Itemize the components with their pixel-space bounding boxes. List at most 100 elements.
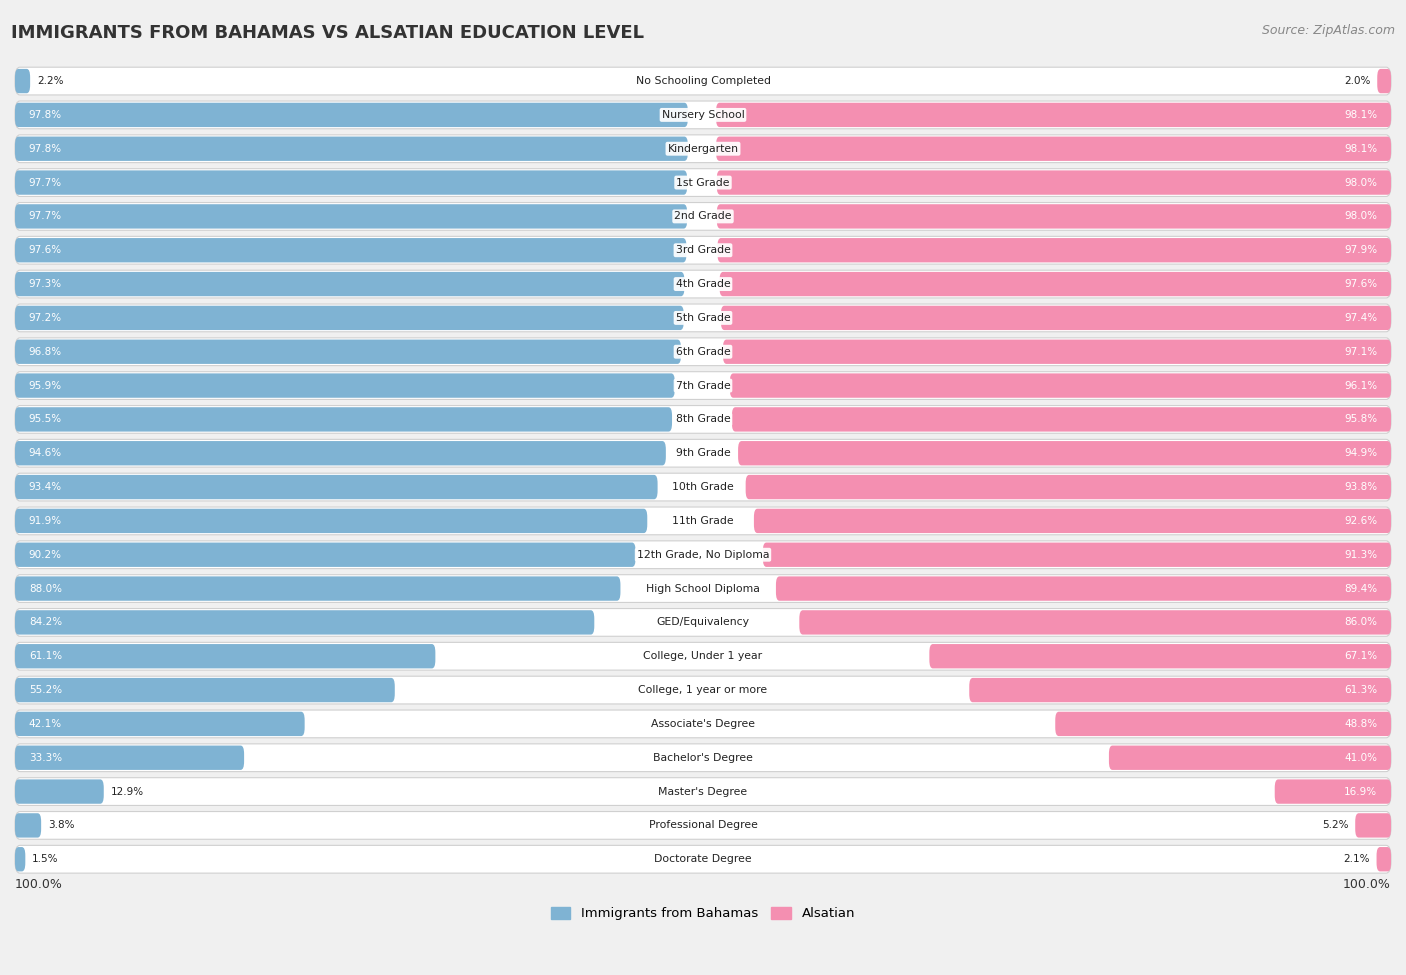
Text: 93.8%: 93.8% — [1344, 482, 1378, 492]
Text: Nursery School: Nursery School — [662, 110, 744, 120]
FancyBboxPatch shape — [717, 171, 1391, 195]
Text: 3.8%: 3.8% — [48, 820, 75, 831]
FancyBboxPatch shape — [754, 509, 1391, 533]
FancyBboxPatch shape — [15, 509, 647, 533]
FancyBboxPatch shape — [15, 847, 25, 872]
Text: 96.8%: 96.8% — [28, 347, 62, 357]
FancyBboxPatch shape — [15, 746, 245, 770]
Text: 95.5%: 95.5% — [28, 414, 62, 424]
FancyBboxPatch shape — [15, 678, 395, 702]
FancyBboxPatch shape — [15, 608, 1391, 637]
FancyBboxPatch shape — [716, 136, 1391, 161]
Text: 100.0%: 100.0% — [1343, 878, 1391, 891]
FancyBboxPatch shape — [15, 644, 436, 669]
FancyBboxPatch shape — [15, 813, 41, 838]
Legend: Immigrants from Bahamas, Alsatian: Immigrants from Bahamas, Alsatian — [546, 902, 860, 925]
FancyBboxPatch shape — [15, 69, 30, 94]
FancyBboxPatch shape — [15, 339, 681, 364]
FancyBboxPatch shape — [15, 136, 688, 161]
FancyBboxPatch shape — [15, 779, 104, 803]
Text: 95.8%: 95.8% — [1344, 414, 1378, 424]
FancyBboxPatch shape — [721, 306, 1391, 331]
Text: 100.0%: 100.0% — [15, 878, 63, 891]
Text: 48.8%: 48.8% — [1344, 719, 1378, 729]
FancyBboxPatch shape — [15, 406, 1391, 433]
Text: 97.4%: 97.4% — [1344, 313, 1378, 323]
FancyBboxPatch shape — [15, 171, 688, 195]
Text: 97.2%: 97.2% — [28, 313, 62, 323]
FancyBboxPatch shape — [15, 169, 1391, 196]
FancyBboxPatch shape — [1355, 813, 1391, 838]
Text: 89.4%: 89.4% — [1344, 584, 1378, 594]
Text: 97.1%: 97.1% — [1344, 347, 1378, 357]
FancyBboxPatch shape — [720, 272, 1391, 296]
Text: 97.7%: 97.7% — [28, 177, 62, 187]
Text: 33.3%: 33.3% — [28, 753, 62, 762]
Text: 8th Grade: 8th Grade — [676, 414, 730, 424]
FancyBboxPatch shape — [15, 306, 683, 331]
FancyBboxPatch shape — [15, 236, 1391, 264]
FancyBboxPatch shape — [15, 373, 675, 398]
FancyBboxPatch shape — [1056, 712, 1391, 736]
Text: 96.1%: 96.1% — [1344, 380, 1378, 391]
Text: 12.9%: 12.9% — [111, 787, 143, 797]
FancyBboxPatch shape — [15, 408, 672, 432]
Text: 6th Grade: 6th Grade — [676, 347, 730, 357]
Text: No Schooling Completed: No Schooling Completed — [636, 76, 770, 86]
FancyBboxPatch shape — [1376, 847, 1391, 872]
Text: 4th Grade: 4th Grade — [676, 279, 730, 289]
Text: Associate's Degree: Associate's Degree — [651, 719, 755, 729]
FancyBboxPatch shape — [745, 475, 1391, 499]
Text: 86.0%: 86.0% — [1344, 617, 1378, 627]
FancyBboxPatch shape — [730, 373, 1391, 398]
FancyBboxPatch shape — [15, 610, 595, 635]
Text: 5th Grade: 5th Grade — [676, 313, 730, 323]
Text: Bachelor's Degree: Bachelor's Degree — [652, 753, 754, 762]
FancyBboxPatch shape — [15, 203, 1391, 230]
Text: 2.1%: 2.1% — [1343, 854, 1369, 864]
Text: Master's Degree: Master's Degree — [658, 787, 748, 797]
Text: 94.6%: 94.6% — [28, 448, 62, 458]
Text: 97.3%: 97.3% — [28, 279, 62, 289]
Text: 67.1%: 67.1% — [1344, 651, 1378, 661]
FancyBboxPatch shape — [733, 408, 1391, 432]
FancyBboxPatch shape — [15, 475, 658, 499]
Text: 3rd Grade: 3rd Grade — [675, 246, 731, 255]
FancyBboxPatch shape — [763, 542, 1391, 566]
FancyBboxPatch shape — [15, 204, 688, 228]
Text: 97.8%: 97.8% — [28, 110, 62, 120]
FancyBboxPatch shape — [15, 135, 1391, 163]
FancyBboxPatch shape — [776, 576, 1391, 601]
Text: 7th Grade: 7th Grade — [676, 380, 730, 391]
FancyBboxPatch shape — [15, 710, 1391, 738]
Text: 42.1%: 42.1% — [28, 719, 62, 729]
Text: High School Diploma: High School Diploma — [647, 584, 759, 594]
Text: 98.1%: 98.1% — [1344, 143, 1378, 154]
FancyBboxPatch shape — [717, 238, 1391, 262]
Text: 84.2%: 84.2% — [28, 617, 62, 627]
Text: 92.6%: 92.6% — [1344, 516, 1378, 526]
Text: 55.2%: 55.2% — [28, 685, 62, 695]
FancyBboxPatch shape — [1275, 779, 1391, 803]
FancyBboxPatch shape — [800, 610, 1391, 635]
FancyBboxPatch shape — [15, 542, 636, 566]
FancyBboxPatch shape — [15, 677, 1391, 704]
Text: 2.0%: 2.0% — [1344, 76, 1371, 86]
Text: 16.9%: 16.9% — [1344, 787, 1378, 797]
Text: Professional Degree: Professional Degree — [648, 820, 758, 831]
Text: 11th Grade: 11th Grade — [672, 516, 734, 526]
Text: 12th Grade, No Diploma: 12th Grade, No Diploma — [637, 550, 769, 560]
FancyBboxPatch shape — [15, 473, 1391, 501]
FancyBboxPatch shape — [717, 204, 1391, 228]
FancyBboxPatch shape — [738, 441, 1391, 465]
Text: 10th Grade: 10th Grade — [672, 482, 734, 492]
Text: 97.8%: 97.8% — [28, 143, 62, 154]
Text: 61.1%: 61.1% — [28, 651, 62, 661]
Text: 91.3%: 91.3% — [1344, 550, 1378, 560]
Text: GED/Equivalency: GED/Equivalency — [657, 617, 749, 627]
Text: 88.0%: 88.0% — [28, 584, 62, 594]
FancyBboxPatch shape — [15, 845, 1391, 873]
FancyBboxPatch shape — [15, 778, 1391, 805]
FancyBboxPatch shape — [15, 304, 1391, 332]
Text: 91.9%: 91.9% — [28, 516, 62, 526]
